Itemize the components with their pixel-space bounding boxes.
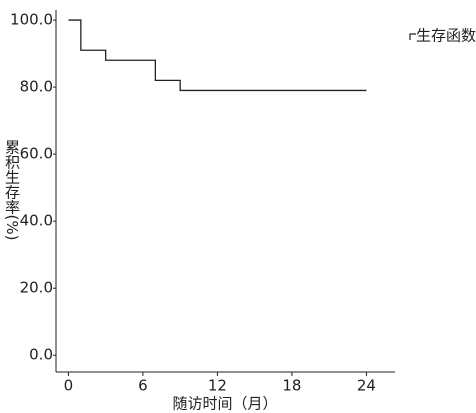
x-axis-title: 随访时间（月）	[172, 395, 277, 413]
y-axis-title: 累积生存率(%)	[3, 140, 21, 241]
x-tick-label: 6	[138, 377, 148, 395]
survival-line	[68, 19, 367, 92]
y-tick-label: 20.0	[20, 279, 53, 297]
y-tick-label: 40.0	[20, 212, 53, 230]
y-tick-label: 60.0	[20, 145, 53, 163]
x-tick-label: 18	[282, 377, 301, 395]
legend-label: 生存函数	[416, 27, 476, 45]
x-tick-label: 12	[208, 377, 227, 395]
x-tick-label: 24	[357, 377, 376, 395]
legend-symbol	[409, 33, 416, 40]
y-tick-label: 80.0	[20, 78, 53, 96]
y-tick-label: 0.0	[29, 346, 53, 364]
y-tick-label: 100.0	[10, 11, 53, 29]
x-tick-label: 0	[64, 377, 74, 395]
